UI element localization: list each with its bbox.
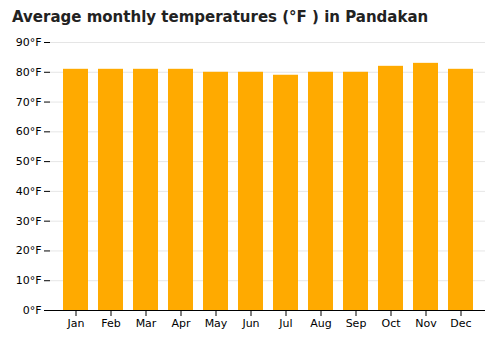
- svg-text:Jul: Jul: [278, 317, 292, 330]
- svg-text:30°F: 30°F: [16, 215, 42, 228]
- svg-text:May: May: [205, 317, 228, 330]
- svg-text:10°F: 10°F: [16, 274, 42, 287]
- svg-text:Feb: Feb: [101, 317, 120, 330]
- svg-text:Dec: Dec: [450, 317, 471, 330]
- svg-text:90°F: 90°F: [16, 36, 42, 49]
- svg-text:40°F: 40°F: [16, 185, 42, 198]
- svg-text:50°F: 50°F: [16, 155, 42, 168]
- svg-text:Nov: Nov: [415, 317, 437, 330]
- html-text:Average monthly temperatures (: Average monthly temperatures (°F ) in Pa…: [12, 8, 429, 26]
- svg-text:Jan: Jan: [67, 317, 85, 330]
- svg-text:Aug: Aug: [310, 317, 331, 330]
- svg-text:70°F: 70°F: [16, 96, 42, 109]
- svg-text:0°F: 0°F: [23, 304, 42, 317]
- svg-text:80°F: 80°F: [16, 66, 42, 79]
- svg-text:Apr: Apr: [171, 317, 191, 330]
- svg-text:Mar: Mar: [136, 317, 157, 330]
- svg-text:Oct: Oct: [381, 317, 401, 330]
- svg-text:60°F: 60°F: [16, 125, 42, 138]
- svg-text:Jun: Jun: [241, 317, 259, 330]
- svg-text:Sep: Sep: [346, 317, 367, 330]
- svg-text:20°F: 20°F: [16, 244, 42, 257]
